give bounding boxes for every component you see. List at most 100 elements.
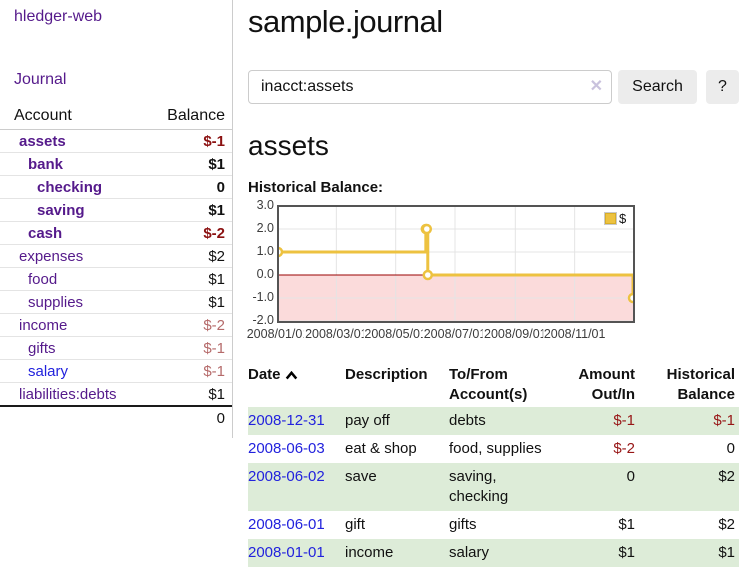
transaction-date-link[interactable]: 2008-06-02 [248, 468, 325, 485]
x-axis-tick: 2008/09/01 [483, 327, 548, 341]
account-balance: $1 [149, 267, 232, 291]
account-balance: $-1 [149, 359, 232, 383]
account-link[interactable]: supplies [28, 294, 84, 311]
amount-column-header: Amount Out/In [578, 366, 635, 403]
accounts-table: Account Balance assets $-1 bank $1 checking 0… [0, 105, 232, 429]
account-link[interactable]: expenses [19, 248, 84, 265]
historical-balance-chart: $ 3.0 2.0 1.0 0.0 -1.0 -2.0 2008/01/01 2008/03/… [245, 198, 739, 345]
y-axis-tick: 3.0 [256, 198, 274, 212]
transaction-accounts: gifts [449, 516, 477, 533]
account-row: supplies $1 [0, 290, 232, 314]
sidebar: hledger-web Journal Account Balance asse… [0, 0, 233, 438]
account-balance: $1 [149, 198, 232, 222]
account-link[interactable]: food [28, 271, 58, 288]
transaction-date-link[interactable]: 2008-06-03 [248, 440, 325, 457]
transaction-amount: $1 [559, 539, 639, 567]
accounts-header-row: Account Balance [0, 105, 232, 130]
chart-plot-area [277, 205, 635, 323]
account-heading: assets [248, 130, 329, 161]
y-axis-tick: 1.0 [256, 244, 274, 258]
y-axis-tick: 2.0 [256, 221, 274, 235]
account-balance: 0 [149, 175, 232, 199]
transaction-balance: $1 [639, 539, 739, 567]
transaction-date-link[interactable]: 2008-12-31 [248, 412, 325, 429]
account-balance: $-1 [149, 129, 232, 153]
date-column-header[interactable]: Date [248, 363, 345, 407]
y-axis-tick: -2.0 [252, 313, 274, 327]
transaction-description: gift [345, 516, 366, 533]
account-balance: $-2 [149, 313, 232, 337]
balance-column-header-register: Historical Balance [666, 366, 735, 403]
app-title-link[interactable]: hledger-web [14, 8, 103, 25]
transaction-amount: $1 [618, 516, 635, 533]
account-row: gifts $-1 [0, 336, 232, 360]
x-axis-tick: 2008/03/01 [304, 327, 369, 341]
account-row: liabilities:debts $1 [0, 382, 232, 407]
transaction-description: eat & shop [345, 440, 417, 457]
account-link[interactable]: salary [28, 363, 69, 380]
search-row: ✕ Search ? [248, 70, 739, 104]
description-column-header: Description [345, 366, 428, 383]
transaction-accounts: salary [449, 539, 559, 567]
transaction-description: pay off [345, 407, 449, 435]
account-link[interactable]: cash [28, 225, 63, 242]
account-balance: $1 [149, 152, 232, 176]
accounts-total-row: 0 [0, 405, 232, 429]
transaction-date-link[interactable]: 2008-06-01 [248, 516, 325, 533]
total-spacer [0, 405, 150, 429]
account-row: bank $1 [0, 152, 232, 176]
account-link[interactable]: liabilities:debts [19, 386, 117, 403]
account-link[interactable]: assets [19, 133, 66, 150]
account-link[interactable]: checking [37, 179, 103, 196]
transaction-amount: $-1 [559, 407, 639, 435]
register-row: 2008-01-01 income salary $1 $1 [248, 539, 739, 567]
search-button[interactable]: Search [618, 70, 697, 104]
transaction-accounts: debts [449, 407, 559, 435]
transaction-accounts: saving, checking [449, 463, 559, 511]
account-link[interactable]: income [19, 317, 68, 334]
account-link[interactable]: gifts [28, 340, 56, 357]
y-axis-tick: -1.0 [252, 290, 274, 304]
chart-legend: $ [604, 211, 626, 226]
transaction-balance: $-1 [639, 407, 739, 435]
register-row: 2008-12-31 pay off debts $-1 $-1 [248, 407, 739, 435]
sort-ascending-icon [285, 370, 297, 380]
x-axis-tick: 2008/07/01 [422, 327, 488, 341]
transaction-amount: $-2 [613, 440, 635, 457]
register-row: 2008-06-01 gift gifts $1 $2 [248, 511, 739, 539]
x-axis-tick: 2008/05/01 [363, 327, 428, 341]
y-axis-tick: 0.0 [256, 267, 274, 281]
account-link[interactable]: saving [37, 202, 85, 219]
account-row: food $1 [0, 267, 232, 291]
account-row: expenses $2 [0, 244, 232, 268]
legend-swatch [604, 212, 617, 225]
account-row: assets $-1 [0, 129, 232, 153]
register-row: 2008-06-02 save saving, checking 0 $2 [248, 463, 739, 511]
account-balance: $1 [149, 382, 232, 407]
transaction-date-link[interactable]: 2008-01-01 [248, 544, 325, 561]
transaction-balance: $2 [639, 463, 739, 511]
account-balance: $2 [149, 244, 232, 268]
balance-column-header: Balance [149, 105, 232, 130]
account-row: salary $-1 [0, 359, 232, 383]
account-row: checking 0 [0, 175, 232, 199]
register-header-row: Date Description To/From Account(s) Amou… [248, 363, 739, 407]
search-input[interactable] [248, 70, 612, 104]
account-balance: $-2 [149, 221, 232, 245]
help-button[interactable]: ? [706, 70, 739, 104]
x-axis-tick: 2008/01/01 [245, 327, 311, 341]
clear-search-icon[interactable]: ✕ [589, 78, 603, 95]
account-row: saving $1 [0, 198, 232, 222]
page-title: sample.journal [248, 4, 443, 39]
transaction-balance: $2 [718, 516, 735, 533]
x-axis-tick: 2008/11/01 [542, 327, 607, 341]
legend-label: $ [619, 211, 627, 226]
sidebar-item-journal[interactable]: Journal [14, 71, 67, 88]
account-balance: $1 [149, 290, 232, 314]
account-link[interactable]: bank [28, 156, 64, 173]
main-content: sample.journal ✕ Search ? assets Histori… [233, 0, 742, 582]
register-row: 2008-06-03 eat & shop food, supplies $-2 0 [248, 435, 739, 463]
transaction-description: income [345, 539, 449, 567]
account-row: income $-2 [0, 313, 232, 337]
chart-title: Historical Balance: [248, 179, 384, 196]
